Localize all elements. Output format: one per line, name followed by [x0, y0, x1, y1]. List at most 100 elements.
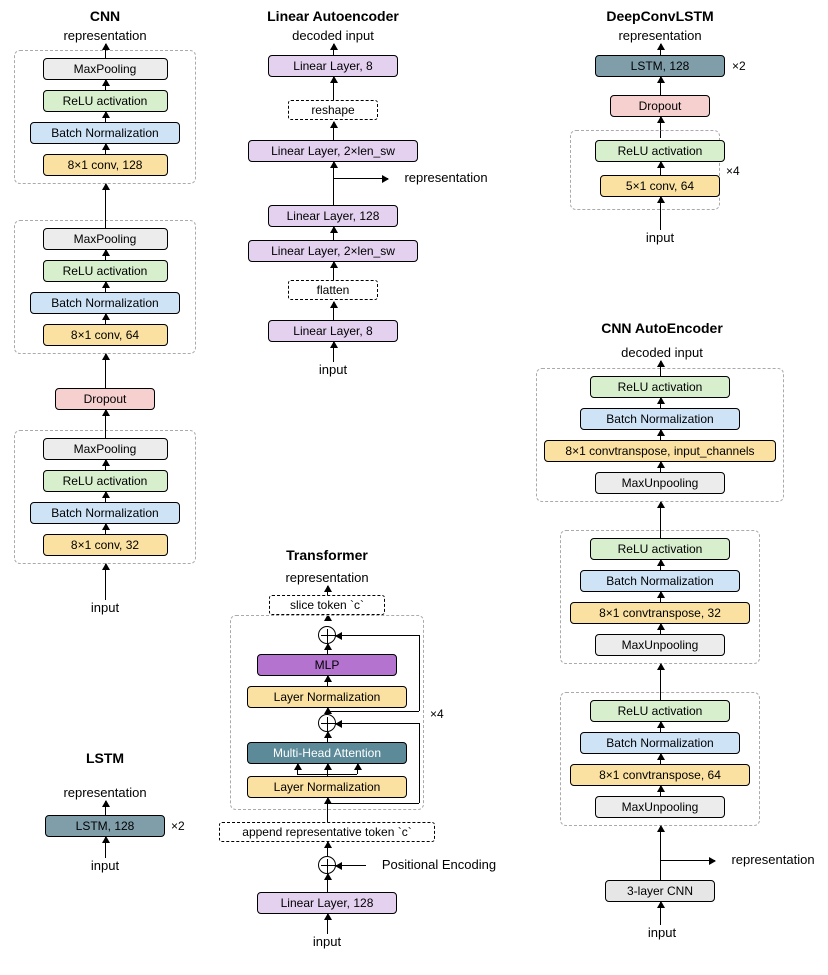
add-op	[318, 626, 336, 644]
arrow-up	[660, 664, 661, 700]
arrow-up	[660, 197, 661, 230]
arrow-up	[660, 430, 661, 440]
arrow-up	[105, 524, 106, 534]
dcl-dropout: Dropout	[610, 95, 710, 117]
cae-batchnorm: Batch Normalization	[580, 570, 740, 592]
arrow-up	[357, 764, 358, 774]
annotation: ×4	[430, 707, 444, 721]
linae-output: decoded input	[238, 28, 428, 43]
arrow-up	[660, 560, 661, 570]
arrow-up	[327, 842, 328, 856]
tr-output: representation	[222, 570, 432, 585]
cae-title: CNN AutoEncoder	[562, 320, 762, 336]
arrow-up	[660, 398, 661, 408]
cae-relu: ReLU activation	[590, 538, 730, 560]
arrow-up	[660, 361, 661, 376]
cnn-maxpool: MaxPooling	[43, 438, 168, 460]
arrow-up	[105, 354, 106, 388]
cnn-maxpool: MaxPooling	[43, 58, 168, 80]
arrow-up	[660, 162, 661, 175]
lstm-title: LSTM	[30, 750, 180, 766]
cae-rep: representation	[718, 852, 828, 867]
lstm-block: LSTM, 128	[45, 815, 165, 837]
cae-conv: 8×1 convtranspose, 32	[570, 602, 750, 624]
tr-ln2: Layer Normalization	[247, 776, 407, 798]
arrow-up	[333, 227, 334, 240]
cae-conv: 8×1 convtranspose, input_channels	[544, 440, 776, 462]
tr-pe: Positional Encoding	[369, 857, 509, 872]
cnn-conv: 8×1 conv, 32	[43, 534, 168, 556]
cnn-output: representation	[20, 28, 190, 43]
cnn-conv: 8×1 conv, 128	[43, 154, 168, 176]
arrow-up	[297, 764, 298, 774]
cae-output: decoded input	[562, 345, 762, 360]
annotation: ×4	[726, 164, 740, 178]
linae-linear: Linear Layer, 2×len_sw	[248, 140, 418, 162]
arrow-up	[105, 314, 106, 324]
linae-linear: Linear Layer, 8	[268, 320, 398, 342]
cae-maxpool: MaxUnpooling	[595, 796, 725, 818]
cae-batchnorm: Batch Normalization	[580, 732, 740, 754]
arrow-up	[105, 112, 106, 122]
arrow-up	[327, 874, 328, 892]
arrow-up	[333, 262, 334, 280]
arrow-up	[660, 462, 661, 472]
tr-input: input	[222, 934, 432, 949]
arrow-left	[336, 723, 419, 724]
arrow-up	[105, 410, 106, 438]
arrow-up	[333, 302, 334, 320]
arrow-up	[660, 592, 661, 602]
add-op	[318, 714, 336, 732]
arrow-up	[105, 144, 106, 154]
tr-linear: Linear Layer, 128	[257, 892, 397, 914]
line	[327, 711, 419, 712]
annotation: ×2	[171, 819, 185, 833]
linae-title: Linear Autoencoder	[238, 8, 428, 24]
arrow-up	[660, 722, 661, 732]
annotation: ×2	[732, 59, 746, 73]
cae-relu: ReLU activation	[590, 700, 730, 722]
arrow-up	[333, 342, 334, 362]
cnn-batchnorm: Batch Normalization	[30, 122, 180, 144]
arrow-up	[660, 44, 661, 55]
arrow-up	[660, 826, 661, 880]
arrow-up	[660, 902, 661, 925]
cae-relu: ReLU activation	[590, 376, 730, 398]
arrow-up	[660, 754, 661, 764]
arrow-left	[336, 635, 419, 636]
arrow-up	[105, 801, 106, 815]
linae-rep: representation	[391, 170, 501, 185]
arrow-up	[105, 564, 106, 600]
cae-maxpool: MaxUnpooling	[595, 634, 725, 656]
tr-title: Transformer	[222, 547, 432, 563]
arrow-up	[105, 250, 106, 260]
arrow-up	[105, 44, 106, 58]
arrow-up	[333, 122, 334, 140]
line	[327, 803, 419, 804]
linae-reshape: reshape	[288, 100, 378, 120]
arrow-up	[327, 914, 328, 934]
cnn-maxpool: MaxPooling	[43, 228, 168, 250]
cae-maxpool: MaxUnpooling	[595, 472, 725, 494]
arrow-up	[327, 764, 328, 774]
arrow-up	[105, 184, 106, 228]
cnn-batchnorm: Batch Normalization	[30, 292, 180, 314]
lstm-output: representation	[30, 785, 180, 800]
dcl-relu: ReLU activation	[595, 140, 725, 162]
cae-conv: 8×1 convtranspose, 64	[570, 764, 750, 786]
linae-flatten: flatten	[288, 280, 378, 300]
dcl-title: DeepConvLSTM	[560, 8, 760, 24]
arrow-up	[105, 492, 106, 502]
arrow-up	[105, 282, 106, 292]
tr-ln: Layer Normalization	[247, 686, 407, 708]
arrow-up	[333, 162, 334, 205]
line	[419, 635, 420, 711]
cnn-title: CNN	[20, 8, 190, 24]
arrow-up	[660, 77, 661, 95]
lstm-input: input	[30, 858, 180, 873]
arrow-left	[336, 865, 366, 866]
linae-linear: Linear Layer, 2×len_sw	[248, 240, 418, 262]
cae-batchnorm: Batch Normalization	[580, 408, 740, 430]
cnn-input: input	[20, 600, 190, 615]
arrow-up	[333, 44, 334, 55]
